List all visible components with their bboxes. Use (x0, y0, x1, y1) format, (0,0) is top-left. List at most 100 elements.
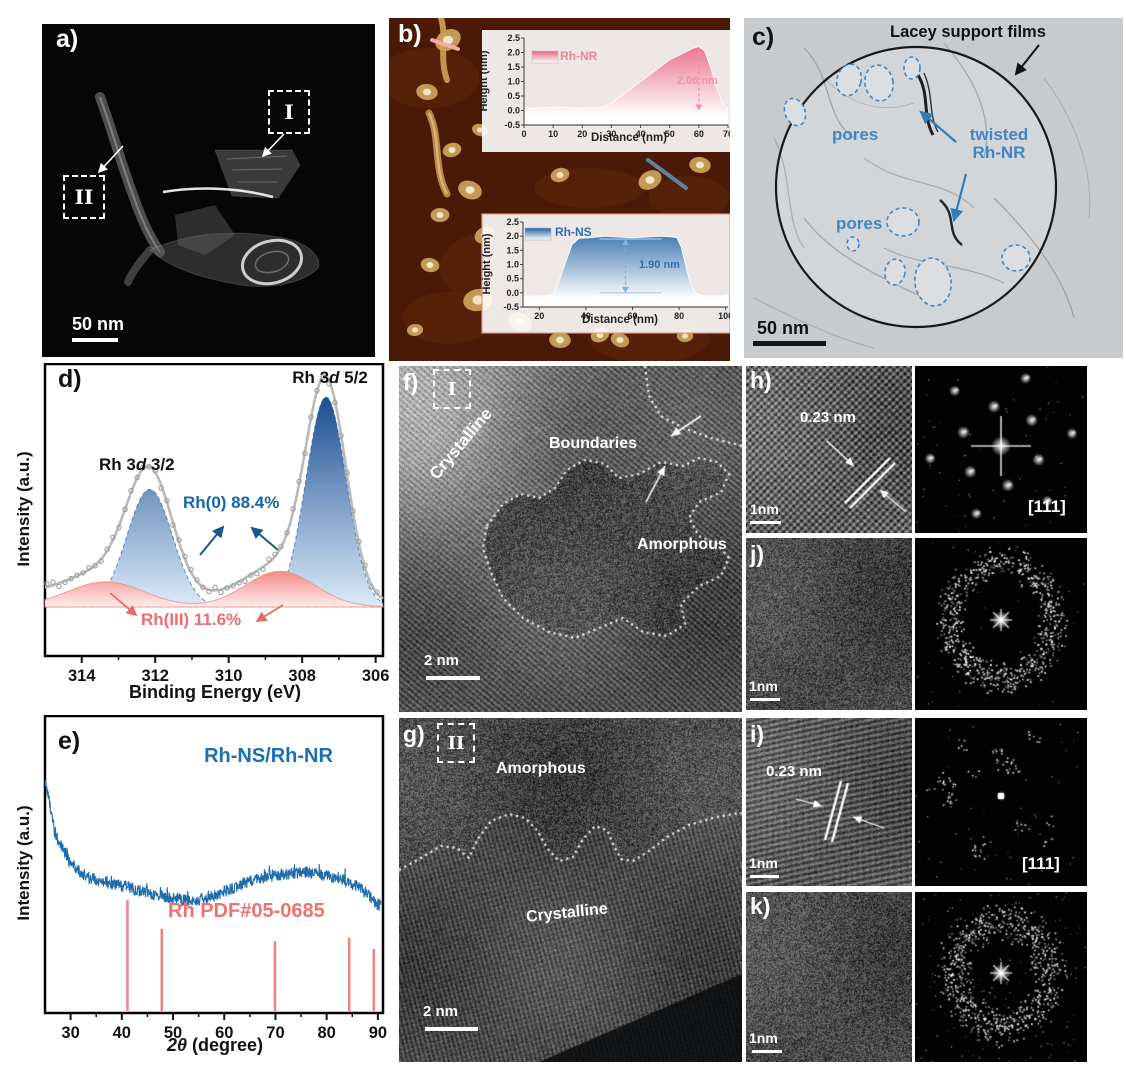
dspacing-label-i: 0.23 nm (766, 763, 822, 780)
fft-pattern-panel-k (915, 892, 1087, 1062)
axis-label-intensity-e: Intensity (a.u.) (14, 805, 34, 921)
tick-label: 60 (215, 1024, 233, 1042)
tick-label: -0.5 (503, 302, 519, 312)
scalebar-label-g: 2 nm (423, 1003, 459, 1020)
tick-label: 314 (68, 667, 96, 685)
roi-box-f-I: I (433, 369, 471, 409)
peak-assignment-rh3d52: Rh 3d 5/2 (268, 369, 392, 387)
tick-label: 312 (141, 667, 169, 685)
tick-label: 306 (362, 667, 390, 685)
panel-label-f: f) (403, 369, 419, 395)
tick-label: 20 (534, 311, 544, 321)
annotation-boundaries-f: Boundaries (549, 435, 638, 452)
scalebar-g (425, 1027, 478, 1031)
hrtem-image-panel-h: h) 0.23 nm 1nm (746, 366, 912, 533)
tick-label: 0.5 (506, 274, 519, 284)
annotation-rh0-share: Rh(0) 88.4% (183, 493, 280, 512)
hrtem-amorphous-k (746, 892, 912, 1062)
annotation-2-06-nm: 2.06 nm (677, 75, 718, 87)
panel-label-j: j) (750, 541, 765, 567)
tick-label: 40 (581, 311, 591, 321)
hrtem-lattice-region-II (399, 718, 742, 1062)
tick-label: 30 (61, 1024, 79, 1042)
panel-label-c: c) (752, 23, 775, 51)
tick-label: 50 (164, 1024, 182, 1042)
fft-pattern-panel-h: [111] (915, 366, 1087, 533)
annotation-pores-top: pores (832, 125, 879, 144)
stem-nanoribbon-illustration (42, 24, 375, 357)
hrtem-image-panel-f: f) I Crystalline Boundaries Amorphous 2 … (399, 366, 742, 712)
tick-label: -0.5 (504, 120, 520, 130)
tick-label: 2.0 (507, 48, 520, 58)
legend-rh-ns: Rh-NS (555, 225, 592, 239)
two-theta-italic: 2θ (166, 1035, 188, 1055)
fft-spots-111-i (915, 718, 1087, 886)
panel-label-d: d) (58, 365, 82, 393)
annotation-pores-bottom: pores (836, 214, 883, 233)
roi-box-I: I (268, 90, 310, 134)
peak32-pre: Rh 3 (99, 455, 136, 474)
hrtem-image-panel-j: j) 1nm (746, 538, 912, 710)
tick-label: 90 (369, 1024, 387, 1042)
tick-label: 2.5 (506, 217, 519, 227)
panel-label-i: i) (750, 721, 765, 747)
zone-axis-label-h: [111] (1028, 497, 1066, 516)
peak32-post: 3/2 (146, 455, 175, 474)
annotation-amorphous-f: Amorphous (637, 536, 727, 553)
roi-box-g-II: II (437, 723, 475, 763)
tick-label: 100 (718, 311, 730, 321)
roi-box-II: II (63, 175, 105, 219)
scalebar-k (752, 1050, 782, 1053)
series-label-rh-ns-rh-nr: Rh-NS/Rh-NR (204, 745, 333, 767)
tick-label: 0.0 (506, 288, 519, 298)
tick-label: 310 (215, 667, 243, 685)
roi-label-f-I: I (447, 378, 457, 400)
tick-label: 0.0 (507, 106, 520, 116)
tick-label: 1.0 (507, 77, 520, 87)
tick-label: 70 (266, 1024, 284, 1042)
annotation-lacey-support-films: Lacey support films (890, 23, 1046, 41)
tick-label: 40 (636, 129, 646, 139)
scalebar-i (750, 875, 779, 878)
panel-label-a: a) (56, 25, 79, 53)
scalebar-label-f: 2 nm (424, 652, 460, 669)
hrtem-lattice-region-I (399, 366, 742, 712)
panel-label-h: h) (750, 367, 772, 393)
stem-image-panel-a: a) I II 50 nm (42, 24, 375, 357)
tick-label: 10 (548, 129, 558, 139)
tick-label: 0.5 (507, 91, 520, 101)
roi-label-I: I (284, 100, 294, 124)
xps-spectrum-chart: 314 312 310 308 306 (43, 363, 390, 685)
tick-label: 308 (288, 667, 316, 685)
tick-label: 2.0 (506, 231, 519, 241)
scalebar-label-j: 1nm (749, 678, 778, 694)
panel-label-k: k) (750, 893, 771, 919)
tem-lacey-film-illustration (744, 18, 1123, 358)
dspacing-label-h: 0.23 nm (800, 409, 856, 426)
scalebar-j (750, 698, 780, 701)
tick-label: 30 (606, 129, 616, 139)
scalebar-c (753, 341, 826, 346)
hrtem-image-panel-k: k) 1nm (746, 892, 912, 1062)
peak-assignment-rh3d32: Rh 3d 3/2 (99, 456, 175, 474)
tick-label: 70 (723, 129, 730, 139)
afm-image-panel-b: 0 10 20 30 40 50 60 70 2.5 2.0 1.5 1.0 0.5 0.0 -0.5 20 4… (389, 18, 730, 361)
hrtem-amorphous-j (746, 538, 912, 710)
tick-label: 80 (674, 311, 684, 321)
scalebar-label-a: 50 nm (72, 314, 125, 334)
scalebar-a (72, 338, 118, 342)
axis-label-height-top-inset: Height (nm) (478, 50, 491, 112)
scalebar-f (426, 676, 480, 680)
hrtem-image-panel-g: g) II Amorphous Crystalline 2 nm (399, 718, 742, 1062)
roi-label-II: II (74, 185, 94, 209)
xrd-pattern-chart: 30 40 50 60 70 80 90 (43, 715, 387, 1042)
axis-label-height-bottom-inset: Height (nm) (481, 233, 494, 295)
zone-axis-label-i: [111] (1022, 854, 1060, 873)
afm-topography-with-height-profiles: 0 10 20 30 40 50 60 70 2.5 2.0 1.5 1.0 0.5 0.0 -0.5 20 4… (389, 18, 730, 361)
panel-label-g: g) (403, 721, 425, 747)
annotation-amorphous-g: Amorphous (496, 760, 586, 777)
hrtem-lattice-h (746, 366, 912, 533)
axis-label-binding-energy: Binding Energy (eV) (128, 682, 301, 702)
fft-pattern-panel-i: [111] (915, 718, 1087, 886)
hrtem-lattice-i (746, 718, 912, 886)
